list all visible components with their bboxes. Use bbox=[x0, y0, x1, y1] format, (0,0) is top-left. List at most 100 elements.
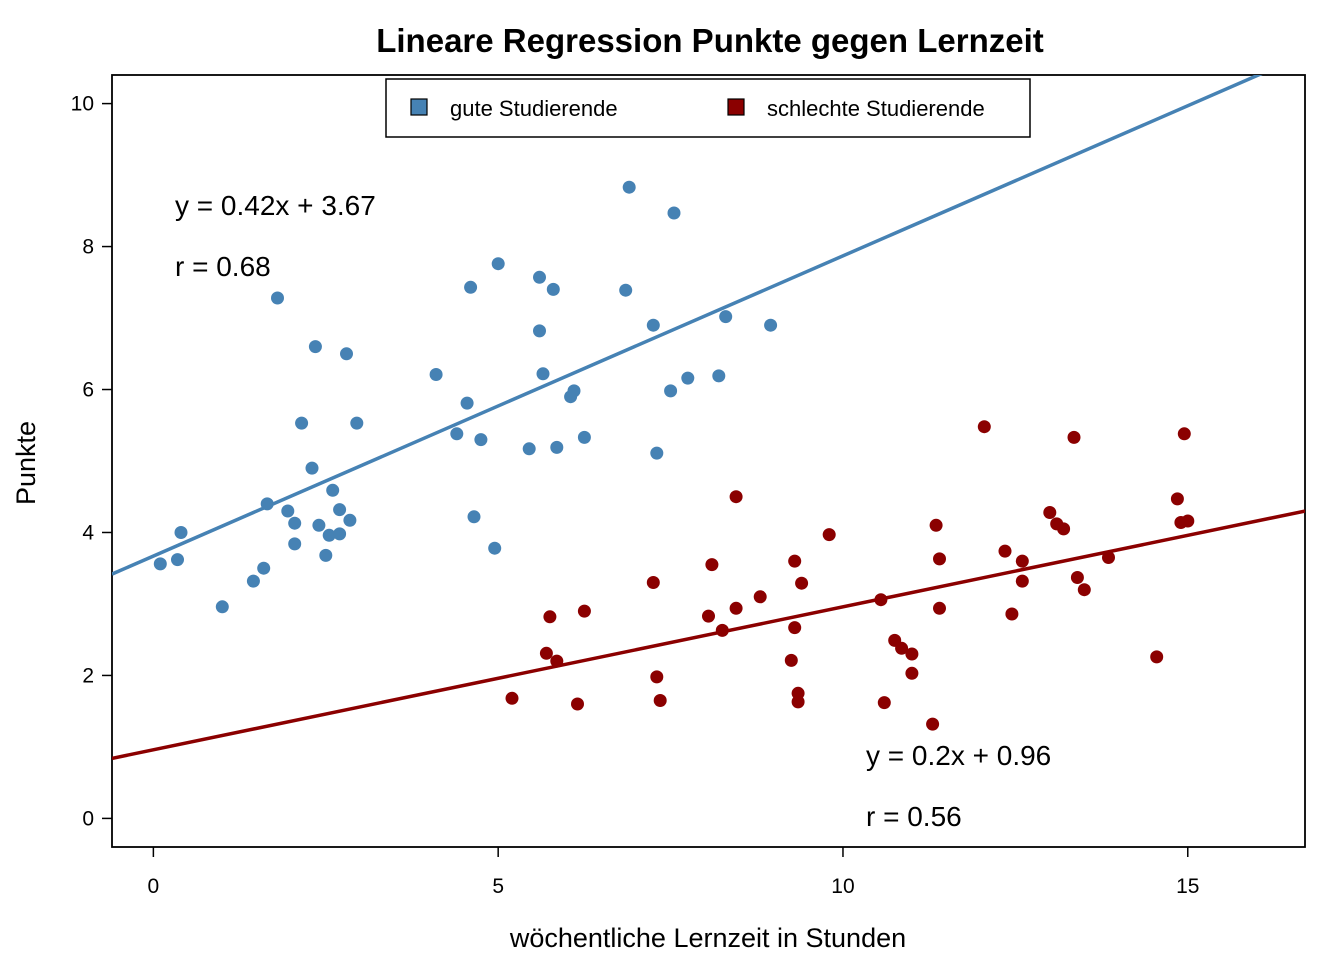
point-schlechte-studierende bbox=[1005, 607, 1019, 621]
point-gute-studierende bbox=[271, 291, 284, 305]
point-schlechte-studierende bbox=[926, 717, 940, 731]
y-tick-label: 0 bbox=[82, 807, 94, 830]
point-gute-studierende bbox=[288, 516, 302, 530]
point-schlechte-studierende bbox=[1015, 554, 1029, 568]
point-gute-studierende bbox=[171, 553, 184, 567]
point-schlechte-studierende bbox=[877, 696, 891, 710]
point-gute-studierende bbox=[719, 310, 733, 324]
point-schlechte-studierende bbox=[729, 490, 743, 504]
point-gute-studierende bbox=[533, 324, 546, 338]
point-gute-studierende bbox=[577, 430, 591, 444]
regression-equation-schlechte: y = 0.2x + 0.96 bbox=[866, 740, 1051, 771]
point-schlechte-studierende bbox=[1150, 650, 1164, 664]
point-schlechte-studierende bbox=[1181, 514, 1195, 528]
point-gute-studierende bbox=[429, 368, 443, 381]
point-schlechte-studierende bbox=[1043, 506, 1057, 519]
point-schlechte-studierende bbox=[505, 691, 519, 705]
point-gute-studierende bbox=[288, 537, 302, 551]
point-schlechte-studierende bbox=[571, 697, 584, 711]
legend: gute Studierende schlechte Studierende bbox=[385, 78, 1031, 138]
point-schlechte-studierende bbox=[791, 695, 805, 709]
point-gute-studierende bbox=[712, 369, 726, 383]
point-schlechte-studierende bbox=[795, 576, 809, 590]
plot-frame bbox=[111, 74, 1306, 848]
point-schlechte-studierende bbox=[646, 576, 660, 589]
point-gute-studierende bbox=[619, 283, 633, 297]
legend-label-gute-studierende: gute Studierende bbox=[450, 96, 618, 121]
point-schlechte-studierende bbox=[822, 528, 836, 542]
x-tick-label: 5 bbox=[492, 875, 504, 898]
point-schlechte-studierende bbox=[895, 641, 909, 655]
point-schlechte-studierende bbox=[1070, 571, 1084, 584]
y-tick-label: 10 bbox=[71, 93, 94, 116]
point-gute-studierende bbox=[153, 557, 167, 571]
point-gute-studierende bbox=[533, 270, 546, 284]
point-schlechte-studierende bbox=[1177, 427, 1191, 441]
point-schlechte-studierende bbox=[577, 604, 591, 618]
point-gute-studierende bbox=[319, 548, 333, 562]
point-gute-studierende bbox=[257, 561, 271, 575]
point-gute-studierende bbox=[622, 180, 636, 194]
point-schlechte-studierende bbox=[653, 694, 667, 707]
y-tick-label: 8 bbox=[82, 236, 94, 259]
x-axis: 0 5 10 15 bbox=[148, 847, 1199, 898]
point-gute-studierende bbox=[650, 446, 664, 460]
point-schlechte-studierende bbox=[977, 420, 991, 434]
point-schlechte-studierende bbox=[650, 670, 664, 684]
data-points bbox=[153, 180, 1195, 731]
point-gute-studierende bbox=[174, 526, 188, 539]
y-axis: 0 2 4 6 8 10 bbox=[71, 93, 112, 830]
point-gute-studierende bbox=[681, 371, 695, 385]
correlation-schlechte: r = 0.56 bbox=[866, 801, 962, 832]
point-schlechte-studierende bbox=[788, 554, 802, 568]
correlation-gute: r = 0.68 bbox=[175, 251, 271, 282]
point-schlechte-studierende bbox=[1057, 522, 1071, 536]
y-tick-label: 2 bbox=[82, 664, 94, 687]
chart-title: Lineare Regression Punkte gegen Lernzeit bbox=[376, 22, 1044, 59]
point-gute-studierende bbox=[312, 518, 326, 532]
point-gute-studierende bbox=[450, 427, 464, 441]
point-schlechte-studierende bbox=[933, 552, 946, 566]
point-gute-studierende bbox=[326, 483, 340, 497]
legend-swatch-gute-studierende bbox=[410, 98, 428, 116]
x-tick-label: 10 bbox=[831, 875, 854, 898]
x-tick-label: 15 bbox=[1176, 875, 1199, 898]
point-schlechte-studierende bbox=[539, 646, 553, 660]
regression-line-gute bbox=[112, 75, 1263, 576]
point-gute-studierende bbox=[546, 282, 560, 296]
regression-equation-gute: y = 0.42x + 3.67 bbox=[175, 190, 376, 221]
y-tick-label: 4 bbox=[82, 521, 94, 544]
point-schlechte-studierende bbox=[753, 590, 767, 604]
x-tick-label: 0 bbox=[148, 875, 160, 898]
y-tick-label: 6 bbox=[82, 379, 94, 402]
point-gute-studierende bbox=[340, 347, 353, 361]
point-gute-studierende bbox=[550, 440, 564, 454]
point-schlechte-studierende bbox=[784, 653, 798, 667]
point-schlechte-studierende bbox=[702, 609, 715, 623]
point-gute-studierende bbox=[322, 528, 336, 542]
point-gute-studierende bbox=[305, 461, 319, 475]
point-schlechte-studierende bbox=[905, 647, 919, 661]
point-gute-studierende bbox=[281, 504, 295, 518]
point-gute-studierende bbox=[467, 510, 481, 524]
point-gute-studierende bbox=[333, 503, 347, 517]
point-schlechte-studierende bbox=[729, 601, 743, 615]
point-gute-studierende bbox=[350, 416, 364, 430]
point-schlechte-studierende bbox=[705, 558, 719, 572]
point-schlechte-studierende bbox=[933, 601, 946, 615]
point-gute-studierende bbox=[488, 541, 502, 555]
point-gute-studierende bbox=[491, 257, 505, 271]
point-schlechte-studierende bbox=[1170, 492, 1184, 506]
point-gute-studierende bbox=[464, 280, 478, 294]
point-gute-studierende bbox=[536, 367, 550, 381]
point-gute-studierende bbox=[333, 527, 347, 541]
point-gute-studierende bbox=[764, 318, 778, 332]
point-schlechte-studierende bbox=[1067, 430, 1081, 444]
regression-line-schlechte bbox=[112, 509, 1305, 761]
point-schlechte-studierende bbox=[905, 666, 919, 680]
point-gute-studierende bbox=[664, 384, 678, 398]
point-gute-studierende bbox=[646, 318, 660, 332]
legend-label-schlechte-studierende: schlechte Studierende bbox=[767, 96, 985, 121]
point-schlechte-studierende bbox=[998, 544, 1012, 558]
